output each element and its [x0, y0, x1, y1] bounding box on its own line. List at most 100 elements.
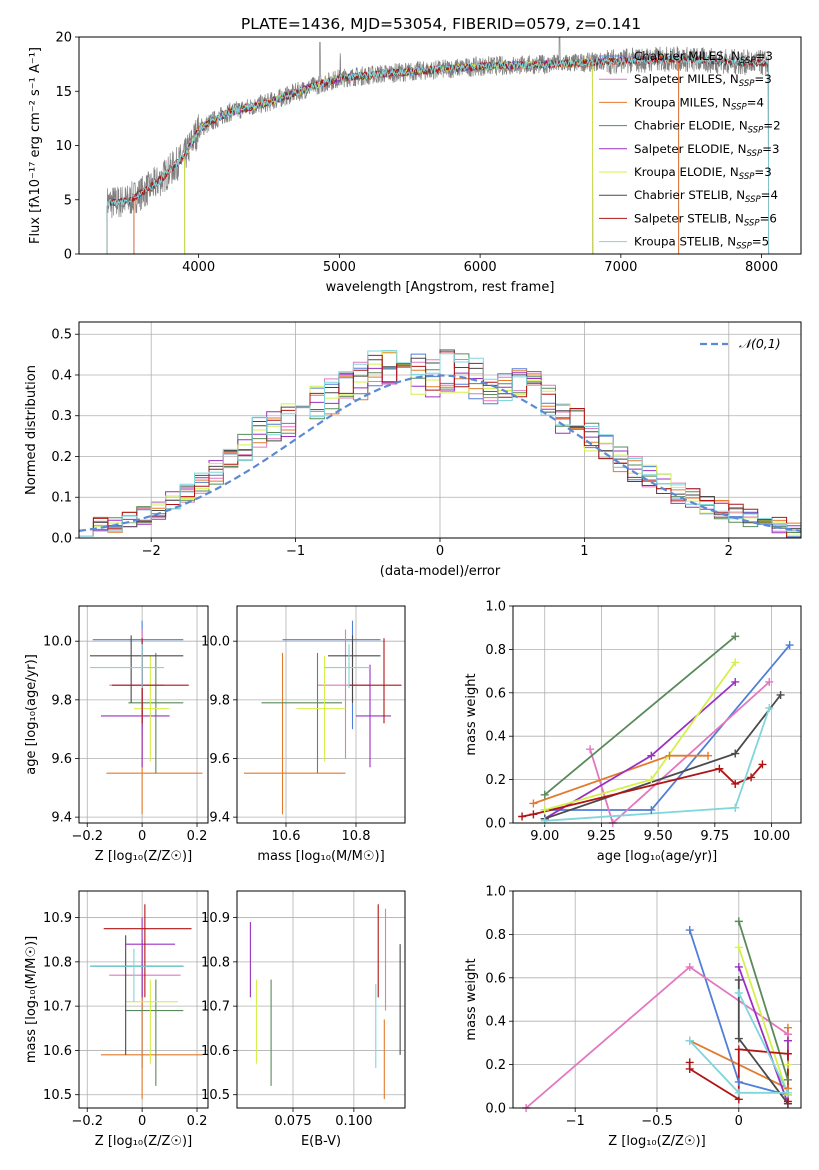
x-axis-label: Z [log₁₀(Z/Z☉)] — [95, 1134, 192, 1149]
legend-label-chabrier-miles: Chabrier MILES, NSSP=3 — [634, 49, 773, 66]
gaussian-curve — [79, 374, 801, 532]
x-tick-label: 9.75 — [700, 829, 729, 844]
y-tick-label: 5 — [64, 193, 72, 208]
point-marker-salpeter-miles — [586, 745, 595, 754]
point-marker-salpeter-stelib — [518, 812, 527, 821]
y-tick-label: 0.4 — [51, 368, 72, 383]
point-marker-chabrier-miles — [647, 805, 656, 814]
panel-age-vs-mass: 10.6 10.8 9.4 9.6 9.8 10.0 mass [log₁₀(M/M☉)] — [201, 605, 406, 864]
x-tick-label: 4000 — [182, 260, 215, 275]
series-line-salpeter-miles — [589, 681, 770, 823]
point-marker-kroupa-elodie — [647, 775, 656, 784]
y-tick-label: 9.8 — [209, 693, 230, 708]
axes-frame — [78, 890, 209, 1109]
y-tick-label: 0.0 — [485, 817, 506, 832]
panel-age-vs-Z: −0.2 0 0.2 9.4 9.6 9.8 10.0 Z [log₁₀(Z/Z☉)] age … — [24, 605, 209, 864]
series-line-chabrier-miles — [544, 644, 791, 811]
point-marker-salpeter-stelib — [758, 760, 767, 769]
point-marker-salpeter-elodie — [647, 751, 656, 760]
model-line-kroupa-miles — [133, 54, 680, 254]
figure-title: PLATE=1436, MJD=53054, FIBERID=0579, z=0… — [241, 15, 641, 33]
x-axis-label: (data-model)/error — [380, 564, 501, 579]
x-tick-label: −1 — [286, 544, 305, 559]
plot-area-age-vs-mass — [237, 606, 405, 823]
point-marker-salpeter-stelib — [715, 764, 724, 773]
y-axis-label: mass weight — [464, 958, 479, 1040]
point-marker-kroupa-miles — [704, 751, 713, 760]
y-tick-label: 1.0 — [485, 885, 506, 900]
plot-area-weight-vs-age — [513, 606, 801, 823]
y-axis-label: age [log₁₀(age/yr)] — [24, 654, 39, 775]
x-tick-label: 0.100 — [335, 1114, 372, 1129]
axes-frame — [236, 605, 406, 824]
x-tick-label: 0.075 — [274, 1114, 311, 1129]
plot-area-mass-vs-Z — [79, 891, 208, 1108]
y-axis-label: Flux [fλ10⁻¹⁷ erg cm⁻² s⁻¹ A⁻¹] — [28, 47, 43, 244]
x-tick-label: 2 — [725, 544, 733, 559]
point-marker-kroupa-elodie — [734, 943, 743, 952]
legend-label-kroupa-stelib: Kroupa STELIB, NSSP=5 — [634, 235, 769, 252]
point-marker-salpeter-stelib — [529, 810, 538, 819]
model-line-chabrier-elodie — [184, 57, 594, 254]
y-tick-label: 10 — [55, 139, 72, 154]
series-line-chabrier-elodie — [544, 635, 736, 796]
axes-frame — [512, 605, 802, 824]
model-line-kroupa-elodie — [184, 57, 594, 254]
legend-label-salpeter-miles: Salpeter MILES, NSSP=3 — [634, 72, 772, 89]
y-axis-label: mass [log₁₀(M/M☉)] — [24, 936, 39, 1063]
x-axis-label: age [log₁₀(age/yr)] — [597, 849, 718, 864]
point-marker-kroupa-stelib — [765, 703, 774, 712]
x-axis-label: mass [log₁₀(M/M☉)] — [257, 849, 384, 864]
point-marker-salpeter-stelib — [747, 773, 756, 782]
x-tick-label: −0.5 — [641, 1114, 673, 1129]
legend-label-chabrier-stelib: Chabrier STELIB, NSSP=4 — [634, 188, 778, 205]
x-tick-label: 8000 — [745, 260, 778, 275]
y-tick-label: 0.0 — [51, 532, 72, 547]
point-marker-chabrier-elodie — [734, 917, 743, 926]
y-tick-label: 0.4 — [485, 730, 506, 745]
y-tick-label: 10.9 — [201, 911, 230, 926]
y-tick-label: 9.4 — [209, 811, 230, 826]
y-tick-label: 0.8 — [485, 643, 506, 658]
legend-label-kroupa-elodie: Kroupa ELODIE, NSSP=3 — [634, 165, 772, 182]
point-marker-kroupa-elodie — [783, 1060, 792, 1069]
y-tick-label: 1.0 — [485, 600, 506, 615]
point-marker-chabrier-stelib — [776, 690, 785, 699]
residuals-legend: 𝒩(0,1) — [700, 336, 781, 351]
y-tick-label: 0.8 — [485, 928, 506, 943]
y-tick-label: 0.5 — [51, 328, 72, 343]
plot-area-age-vs-Z — [79, 606, 208, 823]
x-axis-label: wavelength [Angstrom, rest frame] — [326, 280, 555, 295]
y-axis-label: mass weight — [464, 673, 479, 755]
point-marker-chabrier-stelib — [734, 1034, 743, 1043]
legend-label-chabrier-elodie: Chabrier ELODIE, NSSP=2 — [634, 119, 781, 136]
axes-frame — [512, 890, 802, 1109]
model-line-kroupa-stelib — [106, 54, 770, 254]
x-tick-label: 10.00 — [753, 829, 790, 844]
y-tick-label: 0.6 — [485, 686, 506, 701]
panel-residuals: −2 −1 0 1 2 0.0 0.1 0.2 0.3 0.4 0.5 (data-model)/er… — [24, 321, 802, 579]
point-marker-salpeter-stelib — [731, 779, 740, 788]
x-axis-label: Z [log₁₀(Z/Z☉)] — [95, 849, 192, 864]
x-tick-label: 10.6 — [272, 829, 301, 844]
point-marker-chabrier-elodie — [783, 1075, 792, 1084]
axes-frame — [78, 36, 802, 255]
point-marker-kroupa-miles — [529, 799, 538, 808]
x-tick-label: −2 — [142, 544, 161, 559]
y-tick-label: 9.6 — [51, 752, 72, 767]
legend-label-salpeter-stelib: Salpeter STELIB, NSSP=6 — [634, 211, 777, 228]
point-marker-salpeter-stelib — [783, 1097, 792, 1106]
x-tick-label: −1 — [566, 1114, 585, 1129]
point-marker-chabrier-elodie — [540, 790, 549, 799]
y-tick-label: 0.1 — [51, 491, 72, 506]
point-marker-salpeter-stelib — [685, 1064, 694, 1073]
y-tick-label: 0.4 — [485, 1015, 506, 1030]
point-marker-kroupa-stelib — [685, 1036, 694, 1045]
panel-weight-vs-age: 9.00 9.25 9.50 9.75 10.00 0.0 0.2 0.4 0.6 0.8 1.0 a… — [464, 600, 802, 864]
y-tick-label: 10.7 — [43, 1000, 72, 1015]
panel-mass-vs-Z: −0.2 0 0.2 10.5 10.6 10.7 10.8 10.9 Z [log₁₀(Z/Z… — [24, 890, 209, 1149]
point-marker-chabrier-stelib — [734, 975, 743, 984]
point-marker-salpeter-miles — [765, 677, 774, 686]
